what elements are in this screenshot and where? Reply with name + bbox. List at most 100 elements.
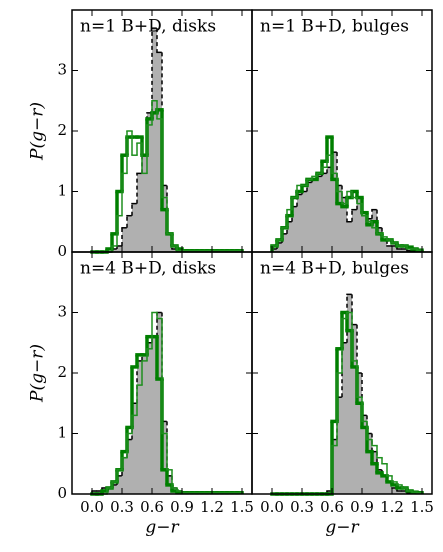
hist-bar: [337, 397, 342, 494]
hist-bar: [402, 248, 407, 252]
panel: 0 1 2 3 n=1 B+D, disks P(g−r): [28, 9, 253, 260]
x-tick-label: 1.5: [410, 498, 434, 516]
hist-bar: [372, 451, 377, 494]
hist-bar: [127, 215, 132, 252]
hist-bar: [112, 484, 117, 494]
hist-bar: [387, 481, 392, 494]
hist-bar: [157, 312, 162, 494]
hist-bar: [152, 28, 157, 253]
y-tick-label: 1: [57, 424, 67, 442]
hist-bar: [347, 294, 352, 494]
x-axis-label: g−r: [145, 518, 179, 538]
hist-bar: [272, 248, 277, 252]
hist-bar: [132, 203, 137, 252]
hist-bar: [397, 490, 402, 494]
x-tick-label: 1.5: [230, 498, 254, 516]
hist-bar: [387, 245, 392, 252]
hist-bar: [352, 209, 357, 252]
x-tick-label: 0.3: [110, 498, 134, 516]
y-tick-label: 0: [57, 242, 67, 260]
hist-bar: [292, 206, 297, 252]
panel-title: n=4 B+D, disks: [80, 259, 216, 279]
panel-title: n=4 B+D, bulges: [260, 259, 409, 279]
hist-bar: [137, 360, 142, 494]
hist-bar: [337, 185, 342, 252]
y-axis-label: P(g−r): [28, 344, 48, 403]
hist-bar: [397, 248, 402, 252]
hist-bar: [377, 227, 382, 252]
hist-bar: [392, 245, 397, 252]
y-tick-label: 3: [57, 61, 67, 79]
hist-bar: [127, 439, 132, 494]
hist-bar: [382, 239, 387, 252]
panel: n=1 B+D, bulges: [251, 9, 433, 253]
x-tick-label: 0.9: [170, 498, 194, 516]
y-axis-label: P(g−r): [28, 102, 48, 161]
hist-bar: [307, 182, 312, 252]
x-tick-label: 0.6: [320, 498, 344, 516]
hist-bar: [152, 336, 157, 494]
hist-bar: [142, 354, 147, 494]
hist-bar: [117, 245, 122, 252]
hist-bar: [122, 457, 127, 494]
hist-bar: [302, 191, 307, 252]
x-tick-label: 0.9: [350, 498, 374, 516]
hist-bar: [347, 221, 352, 252]
hist-bar: [117, 475, 122, 494]
panel: 0.0 0.3 0.6 0.9 1.2 1.5 n=4 B+D, bulges g−r: [251, 251, 434, 538]
hist-bar: [147, 342, 152, 494]
hist-bar: [362, 415, 367, 494]
panel-title: n=1 B+D, disks: [80, 17, 216, 37]
hist-bar: [382, 475, 387, 494]
hist-bar: [357, 197, 362, 252]
x-tick-label: 0.0: [80, 498, 104, 516]
hist-bar: [342, 197, 347, 252]
x-tick-label: 1.2: [200, 498, 224, 516]
hist-bar: [327, 167, 332, 252]
hist-bar: [322, 173, 327, 252]
hist-bar: [342, 342, 347, 494]
hist-bar: [352, 324, 357, 494]
hist-bar: [392, 487, 397, 494]
hist-bar: [167, 233, 172, 252]
hist-bar: [122, 227, 127, 252]
x-tick-label: 0.0: [260, 498, 284, 516]
hist-bar: [287, 221, 292, 252]
hist-bar: [362, 215, 367, 252]
panel-title: n=1 B+D, bulges: [260, 17, 409, 37]
hist-bar: [162, 185, 167, 252]
hist-bar: [147, 112, 152, 252]
hist-bar: [132, 403, 137, 494]
y-tick-label: 2: [57, 121, 67, 139]
x-axis-label: g−r: [325, 518, 359, 538]
hist-bar: [372, 209, 377, 252]
hist-bar: [277, 242, 282, 252]
hist-bar: [162, 421, 167, 494]
hist-bar: [137, 173, 142, 252]
hist-bar: [377, 469, 382, 494]
x-tick-label: 1.2: [380, 498, 404, 516]
hist-bar: [172, 248, 177, 252]
hist-bar: [367, 433, 372, 494]
x-tick-label: 0.6: [140, 498, 164, 516]
hist-bar: [317, 176, 322, 252]
y-tick-label: 1: [57, 182, 67, 200]
hist-bar: [107, 487, 112, 494]
hist-bar: [112, 248, 117, 252]
hist-bar: [367, 218, 372, 252]
y-tick-label: 2: [57, 363, 67, 381]
hist-bar: [357, 373, 362, 494]
hist-bar: [332, 152, 337, 252]
y-tick-label: 0: [57, 484, 67, 502]
panel: 0.0 0.3 0.6 0.9 1.2 1.5 0 1 2 3 n=4 B+D, disks g−r P…: [28, 251, 254, 538]
hist-bar: [402, 490, 407, 494]
hist-bar: [282, 233, 287, 252]
hist-bar: [142, 155, 147, 252]
hist-bar: [332, 439, 337, 494]
hist-bar: [312, 179, 317, 252]
hist-bar: [157, 52, 162, 252]
hist-bar: [297, 194, 302, 252]
x-tick-label: 0.3: [290, 498, 314, 516]
y-tick-label: 3: [57, 303, 67, 321]
